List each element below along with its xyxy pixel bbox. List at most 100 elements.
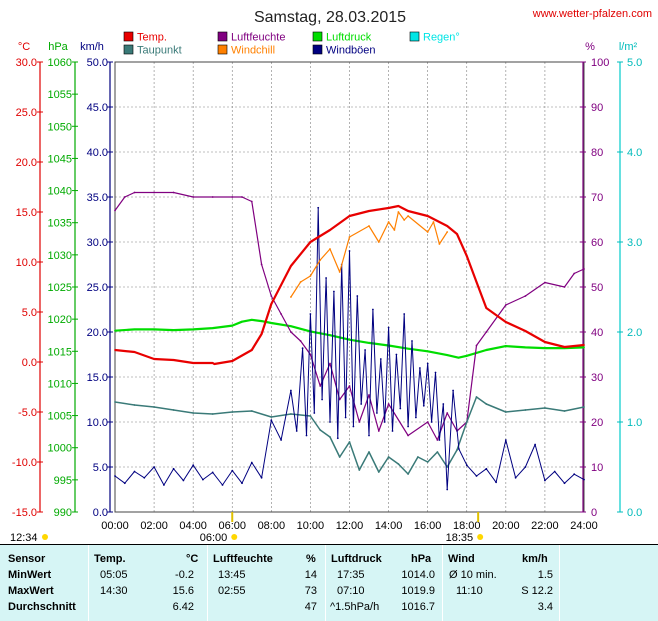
point-temp xyxy=(407,210,409,212)
point-taupunkt xyxy=(211,413,214,415)
wind-tick-label: 20.0 xyxy=(87,327,108,339)
point-luftfeuchte xyxy=(319,385,322,387)
point-luftfeuchte xyxy=(563,286,566,288)
pressure-tick-label: 1060 xyxy=(48,57,72,69)
point-luftfeuchte xyxy=(407,434,409,437)
point-luftfeuchte xyxy=(348,385,351,387)
point-windboeen xyxy=(395,353,398,356)
point-temp xyxy=(563,346,566,348)
rain-tick-label: 3.0 xyxy=(627,237,642,249)
point-luftfeuchte xyxy=(504,304,507,306)
pressure-tick-label: 1015 xyxy=(48,346,72,358)
point-windboeen xyxy=(231,469,234,472)
point-windboeen xyxy=(411,340,413,342)
wind-tick-label: 40.0 xyxy=(87,147,108,159)
point-windboeen xyxy=(583,478,585,481)
point-windboeen xyxy=(544,479,546,482)
point-luftdruck xyxy=(329,334,331,337)
x-tick-label: 18:00 xyxy=(453,520,481,532)
point-luftdruck xyxy=(114,329,116,332)
x-tick-label: 22:00 xyxy=(531,520,559,532)
point-luftdruck xyxy=(446,354,449,356)
point-windboeen xyxy=(270,419,273,422)
chart-grid xyxy=(114,61,585,513)
pressure-tick-label: 1000 xyxy=(48,443,72,455)
stats-header-wind: Wind xyxy=(448,553,475,565)
point-taupunkt xyxy=(417,456,419,458)
stats-header-sensor: Sensor xyxy=(8,553,46,565)
point-windboeen xyxy=(452,389,454,392)
pressure-tick-label: 1035 xyxy=(48,218,72,230)
point-luftdruck xyxy=(465,354,468,357)
point-windboeen xyxy=(202,478,204,481)
legend-label: Luftdruck xyxy=(326,32,372,44)
humidity-tick-label: 40 xyxy=(591,327,603,339)
wind-axis-unit: km/h xyxy=(80,41,104,53)
point-luftdruck xyxy=(426,350,429,353)
stats-header-temp: Temp. xyxy=(94,553,126,565)
point-windboeen xyxy=(163,484,165,486)
point-windchill xyxy=(329,248,331,250)
point-windchill xyxy=(387,221,390,223)
point-windboeen xyxy=(383,421,386,423)
point-luftfeuchte xyxy=(377,430,380,432)
point-taupunkt xyxy=(397,463,400,465)
point-windboeen xyxy=(403,313,406,315)
stats-wind-value: 3.4 xyxy=(537,601,553,613)
pressure-tick-label: 1005 xyxy=(48,411,72,423)
point-luftfeuchte xyxy=(436,439,439,441)
point-windboeen xyxy=(485,467,488,470)
point-windboeen xyxy=(290,389,292,392)
legend-swatch xyxy=(409,31,420,42)
point-temp xyxy=(290,265,292,267)
point-taupunkt xyxy=(172,409,175,411)
point-temp xyxy=(114,349,116,351)
point-taupunkt xyxy=(475,396,478,398)
point-windboeen xyxy=(422,404,425,407)
point-windboeen xyxy=(495,481,497,484)
point-luftdruck xyxy=(583,346,585,349)
axis-unit-labels: °C hPa km/h% l/m² xyxy=(18,41,638,53)
point-luftfeuchte xyxy=(250,200,253,203)
site-link[interactable]: www.wetter-pfalzen.com xyxy=(532,8,652,20)
series-taupunkt xyxy=(114,396,585,475)
point-temp xyxy=(153,358,156,360)
temp-tick-label: 25.0 xyxy=(16,107,37,119)
point-windchill xyxy=(432,221,435,223)
rain-tick-label: 4.0 xyxy=(627,147,642,159)
legend-swatch xyxy=(312,44,323,55)
point-luftfeuchte xyxy=(368,394,370,396)
temp-tick-label: -15.0 xyxy=(12,507,37,519)
legend-swatch xyxy=(217,31,228,42)
humidity-tick-label: 30 xyxy=(591,372,603,384)
point-windboeen xyxy=(368,434,370,437)
point-taupunkt xyxy=(133,404,136,406)
point-taupunkt xyxy=(456,449,458,451)
point-taupunkt xyxy=(504,411,507,413)
point-taupunkt xyxy=(387,456,390,458)
point-taupunkt xyxy=(329,436,331,438)
point-windboeen xyxy=(504,439,507,441)
stats-pressure-time: 07:10 xyxy=(337,585,365,597)
sunset-label: 18:35 xyxy=(446,532,474,544)
point-windboeen xyxy=(379,358,382,360)
point-taupunkt xyxy=(114,401,116,403)
point-windboeen xyxy=(438,439,441,441)
point-temp xyxy=(583,344,585,346)
point-luftfeuchte xyxy=(573,272,576,275)
point-windchill xyxy=(403,219,406,221)
point-windboeen xyxy=(333,290,335,293)
stats-row-label: MaxWert xyxy=(8,585,54,597)
pressure-axis-unit: hPa xyxy=(48,41,68,53)
temp-tick-label: -5.0 xyxy=(18,407,37,419)
point-windchill xyxy=(319,259,322,261)
point-taupunkt xyxy=(465,421,468,423)
stats-header-temp-unit: °C xyxy=(186,553,199,565)
point-windboeen xyxy=(573,473,576,476)
point-windboeen xyxy=(465,464,468,467)
pressure-tick-label: 995 xyxy=(54,475,72,487)
point-windboeen xyxy=(172,467,175,470)
point-temp xyxy=(387,207,390,209)
point-temp xyxy=(231,360,234,362)
point-temp xyxy=(544,341,546,343)
